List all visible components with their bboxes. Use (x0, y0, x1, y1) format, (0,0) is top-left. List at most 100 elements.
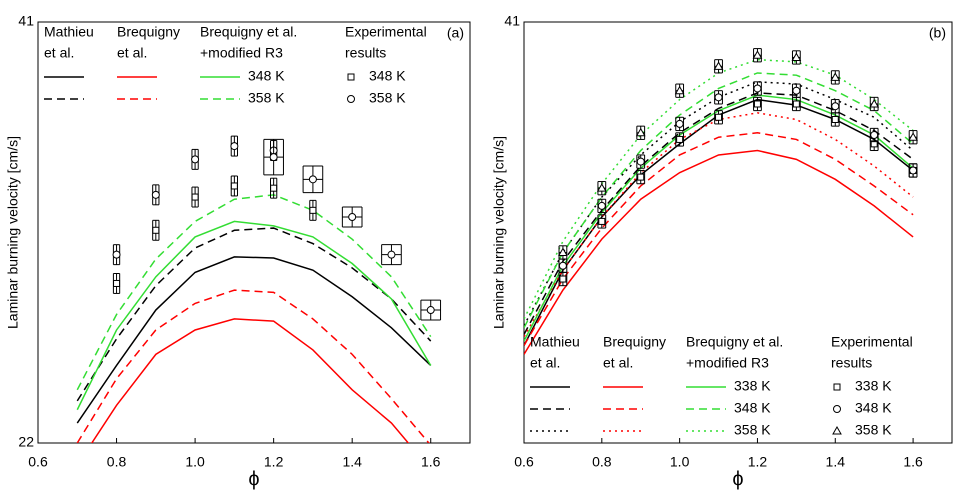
x-tick-label: 0.8 (107, 454, 127, 470)
legend-label: 348 K (855, 400, 892, 416)
marker-square (309, 206, 317, 214)
series-line (76, 256, 432, 424)
legend-label: 348 K (734, 400, 771, 416)
legend-label: 348 K (369, 68, 406, 84)
marker-circle (347, 95, 355, 103)
x-tick-label: 1.2 (748, 454, 768, 470)
x-axis-label: ϕ (248, 468, 259, 490)
x-tick-label: 0.8 (592, 454, 612, 470)
legend-header: et al. (530, 355, 560, 371)
marker-circle (909, 166, 918, 175)
marker-circle (792, 86, 801, 95)
marker-circle (558, 261, 567, 270)
marker-square (792, 100, 800, 108)
marker-circle (269, 153, 278, 162)
series-line (524, 72, 914, 329)
legend-header: Brequigny et al. (200, 24, 297, 40)
marker-triangle (791, 52, 802, 61)
legend-label: 358 K (369, 90, 406, 106)
marker-circle (308, 175, 317, 184)
series-line (524, 132, 914, 346)
marker-circle (597, 201, 606, 210)
marker-square (347, 73, 355, 81)
marker-circle (675, 119, 684, 128)
series-line (90, 318, 410, 443)
y-axis-label: Laminar burning velocity [cm/s] (5, 136, 21, 329)
marker-circle (348, 212, 357, 221)
legend-header: results (345, 45, 386, 61)
legend-header: Mathieu (530, 334, 580, 350)
plot-area (524, 48, 918, 355)
plot-frame (37, 21, 471, 444)
marker-circle (714, 93, 723, 102)
legend-label: 358 K (734, 422, 771, 438)
marker-triangle (713, 61, 724, 70)
marker-triangle (635, 127, 646, 137)
marker-square (152, 226, 160, 234)
series-line (524, 149, 914, 355)
legend-header: Experimental (831, 334, 913, 350)
y-tick-label: 41 (504, 13, 520, 29)
plot-area (76, 135, 442, 443)
x-axis-label: ϕ (732, 468, 743, 490)
legend-label: 338 K (855, 378, 892, 394)
legend-header: Mathieu (44, 24, 94, 40)
marker-square (637, 173, 645, 181)
legend-header: Brequigny et al. (686, 334, 783, 350)
marker-circle (387, 250, 396, 259)
x-tick-label: 1.6 (903, 454, 923, 470)
marker-square (230, 182, 238, 190)
marker-triangle (752, 50, 763, 59)
panel-label: (b) (929, 25, 946, 41)
marker-square (191, 193, 199, 201)
legend-header: et al. (44, 45, 74, 61)
marker-circle (833, 405, 841, 413)
marker-triangle (558, 247, 568, 256)
marker-square (676, 135, 684, 143)
marker-circle (191, 155, 200, 164)
legend-header: Experimental (345, 24, 427, 40)
marker-square (598, 217, 606, 225)
marker-circle (636, 157, 645, 166)
legend-header: Brequigny (603, 334, 666, 350)
series-line (524, 92, 914, 335)
x-tick-label: 1.4 (342, 454, 362, 470)
legend-header: results (831, 355, 872, 371)
legend-header: +modified R3 (200, 45, 283, 61)
marker-circle (753, 84, 762, 93)
x-tick-label: 1.2 (264, 454, 284, 470)
x-tick-label: 1.6 (421, 454, 441, 470)
marker-triangle (596, 183, 607, 192)
legend-label: 338 K (734, 378, 771, 394)
x-tick-label: 1.4 (826, 454, 846, 470)
marker-circle (831, 102, 840, 111)
error-bar (341, 206, 363, 228)
marker-square (270, 184, 278, 192)
marker-circle (230, 142, 239, 151)
marker-circle (151, 190, 160, 199)
legend-header: Brequigny (117, 24, 180, 40)
series-line (524, 81, 914, 326)
marker-square (833, 383, 841, 391)
plot-frame (523, 21, 953, 444)
series-line (524, 112, 914, 338)
y-tick-label: 22 (18, 434, 34, 450)
legend-label: 358 K (248, 90, 285, 106)
marker-square (715, 113, 723, 121)
series-line (76, 220, 432, 411)
marker-triangle (832, 425, 842, 435)
y-axis-label: Laminar burning velocity [cm/s] (491, 136, 507, 329)
legend-header: +modified R3 (686, 355, 769, 371)
panel-label: (a) (447, 25, 464, 41)
marker-square (113, 279, 121, 287)
legend-header: et al. (603, 355, 633, 371)
marker-square (559, 275, 567, 283)
y-tick-label: 41 (18, 13, 34, 29)
marker-square (753, 100, 761, 108)
series-line (76, 194, 432, 391)
marker-triangle (674, 85, 685, 95)
marker-circle (870, 131, 879, 140)
series-line (524, 98, 914, 346)
marker-circle (426, 306, 435, 315)
